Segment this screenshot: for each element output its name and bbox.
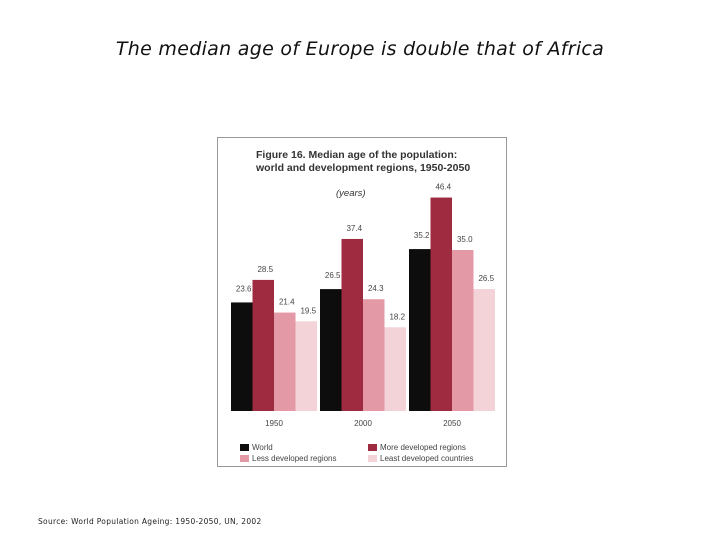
bar-1950-more-developed-regions: [252, 279, 274, 411]
bar-2050-less-developed-regions: [452, 250, 474, 411]
figure-title-line-1: Figure 16. Median age of the population:: [256, 149, 458, 161]
bar-2050-world: [409, 249, 431, 411]
legend-label: More developed regions: [380, 443, 466, 452]
legend-swatch: [368, 455, 377, 463]
bar-1950-least-developed-countries: [295, 321, 317, 411]
source-note: Source: World Population Ageing: 1950-20…: [38, 517, 262, 526]
value-label-2050-2: 35.0: [457, 235, 473, 244]
category-label-1950: 1950: [265, 419, 283, 428]
bar-2000-least-developed-countries: [384, 327, 406, 411]
bar-2000-less-developed-regions: [363, 299, 385, 411]
value-label-1950-2: 21.4: [279, 298, 295, 307]
legend-swatch: [240, 444, 249, 452]
legend-item-least-developed-countries: Least developed countries: [368, 454, 473, 464]
value-label-2000-3: 18.2: [389, 312, 405, 321]
bar-1950-less-developed-regions: [274, 312, 296, 411]
value-label-1950-3: 19.5: [300, 306, 316, 315]
value-label-2050-1: 46.4: [435, 183, 451, 192]
value-label-2000-0: 26.5: [325, 271, 341, 280]
bar-2000-more-developed-regions: [341, 238, 363, 411]
slide-title: The median age of Europe is double that …: [115, 38, 605, 60]
value-label-2050-3: 26.5: [478, 274, 494, 283]
legend-item-less-developed-regions: Less developed regions: [240, 454, 337, 464]
figure-units: (years): [336, 188, 366, 199]
figure-title-line-2: world and development regions, 1950-2050: [256, 162, 471, 174]
bar-2050-more-developed-regions: [430, 197, 452, 411]
bar-1950-world: [231, 302, 253, 411]
legend-swatch: [240, 455, 249, 463]
value-label-2000-1: 37.4: [346, 224, 362, 233]
bar-chart: 23.6 28.5 21.4 19.5 1950 26.5 37.4 24.3 18.2 2000…: [231, 183, 495, 428]
value-label-1950-0: 23.6: [236, 284, 252, 293]
value-label-2050-0: 35.2: [414, 231, 430, 240]
category-label-2050: 2050: [443, 419, 461, 428]
category-label-2000: 2000: [354, 419, 372, 428]
figure-title: Figure 16. Median age of the population:…: [256, 149, 496, 175]
bar-2000-world: [320, 289, 342, 411]
legend-item-more-developed-regions: More developed regions: [368, 443, 466, 453]
value-label-2000-2: 24.3: [368, 284, 384, 293]
value-label-1950-1: 28.5: [257, 265, 273, 274]
legend-swatch: [368, 444, 377, 452]
legend-label: Less developed regions: [252, 454, 337, 463]
bar-2050-least-developed-countries: [473, 289, 495, 411]
legend-label: World: [252, 443, 273, 452]
figure-panel: Figure 16. Median age of the population:…: [217, 137, 507, 467]
legend-item-world: World: [240, 443, 273, 453]
legend-label: Least developed countries: [380, 454, 474, 463]
